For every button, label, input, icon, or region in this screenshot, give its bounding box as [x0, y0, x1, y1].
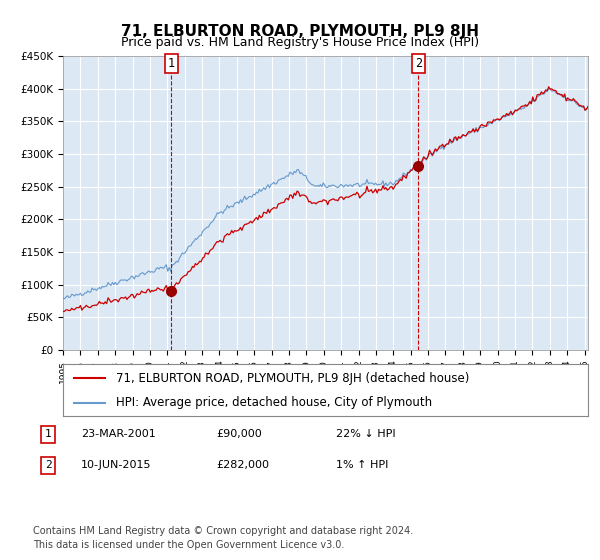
- Text: 22% ↓ HPI: 22% ↓ HPI: [336, 430, 395, 440]
- Text: 1: 1: [168, 57, 175, 71]
- Text: This data is licensed under the Open Government Licence v3.0.: This data is licensed under the Open Gov…: [33, 540, 344, 550]
- Text: 10-JUN-2015: 10-JUN-2015: [81, 460, 151, 470]
- Text: 1: 1: [44, 430, 52, 440]
- Text: HPI: Average price, detached house, City of Plymouth: HPI: Average price, detached house, City…: [115, 396, 431, 409]
- Text: £282,000: £282,000: [216, 460, 269, 470]
- Text: 71, ELBURTON ROAD, PLYMOUTH, PL9 8JH (detached house): 71, ELBURTON ROAD, PLYMOUTH, PL9 8JH (de…: [115, 372, 469, 385]
- Text: 1% ↑ HPI: 1% ↑ HPI: [336, 460, 388, 470]
- Text: 2: 2: [415, 57, 422, 71]
- Text: Price paid vs. HM Land Registry's House Price Index (HPI): Price paid vs. HM Land Registry's House …: [121, 36, 479, 49]
- Text: 71, ELBURTON ROAD, PLYMOUTH, PL9 8JH: 71, ELBURTON ROAD, PLYMOUTH, PL9 8JH: [121, 24, 479, 39]
- Text: 2: 2: [44, 460, 52, 470]
- Text: Contains HM Land Registry data © Crown copyright and database right 2024.: Contains HM Land Registry data © Crown c…: [33, 526, 413, 536]
- Text: £90,000: £90,000: [216, 430, 262, 440]
- Text: 23-MAR-2001: 23-MAR-2001: [81, 430, 156, 440]
